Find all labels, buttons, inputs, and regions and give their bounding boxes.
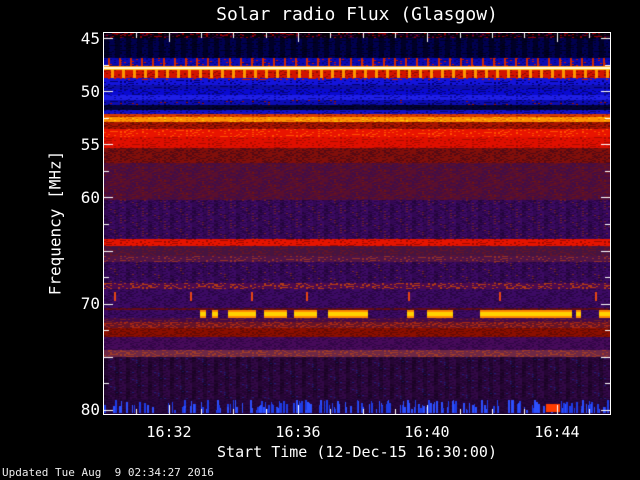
- x-axis-title: Start Time (12-Dec-15 16:30:00): [217, 443, 497, 461]
- plot-area-border: [103, 32, 611, 415]
- y-tick-label-50: 50: [80, 82, 100, 101]
- x-tick-label-1640: 16:40: [404, 423, 450, 441]
- y-tick-label-60: 60: [80, 188, 100, 207]
- x-tick-label-1636: 16:36: [275, 423, 321, 441]
- y-tick-label-80: 80: [80, 400, 100, 419]
- y-axis-title: Frequency [MHz]: [45, 150, 65, 296]
- y-tick-label-70: 70: [80, 294, 100, 313]
- chart-title: Solar radio Flux (Glasgow): [216, 4, 498, 25]
- x-tick-label-1644: 16:44: [534, 423, 580, 441]
- updated-timestamp: Updated Tue Aug 9 02:34:27 2016: [2, 466, 214, 479]
- y-tick-label-45: 45: [80, 29, 100, 48]
- x-tick-label-1632: 16:32: [146, 423, 192, 441]
- spectrogram-canvas: [104, 33, 610, 414]
- y-tick-label-55: 55: [80, 135, 100, 154]
